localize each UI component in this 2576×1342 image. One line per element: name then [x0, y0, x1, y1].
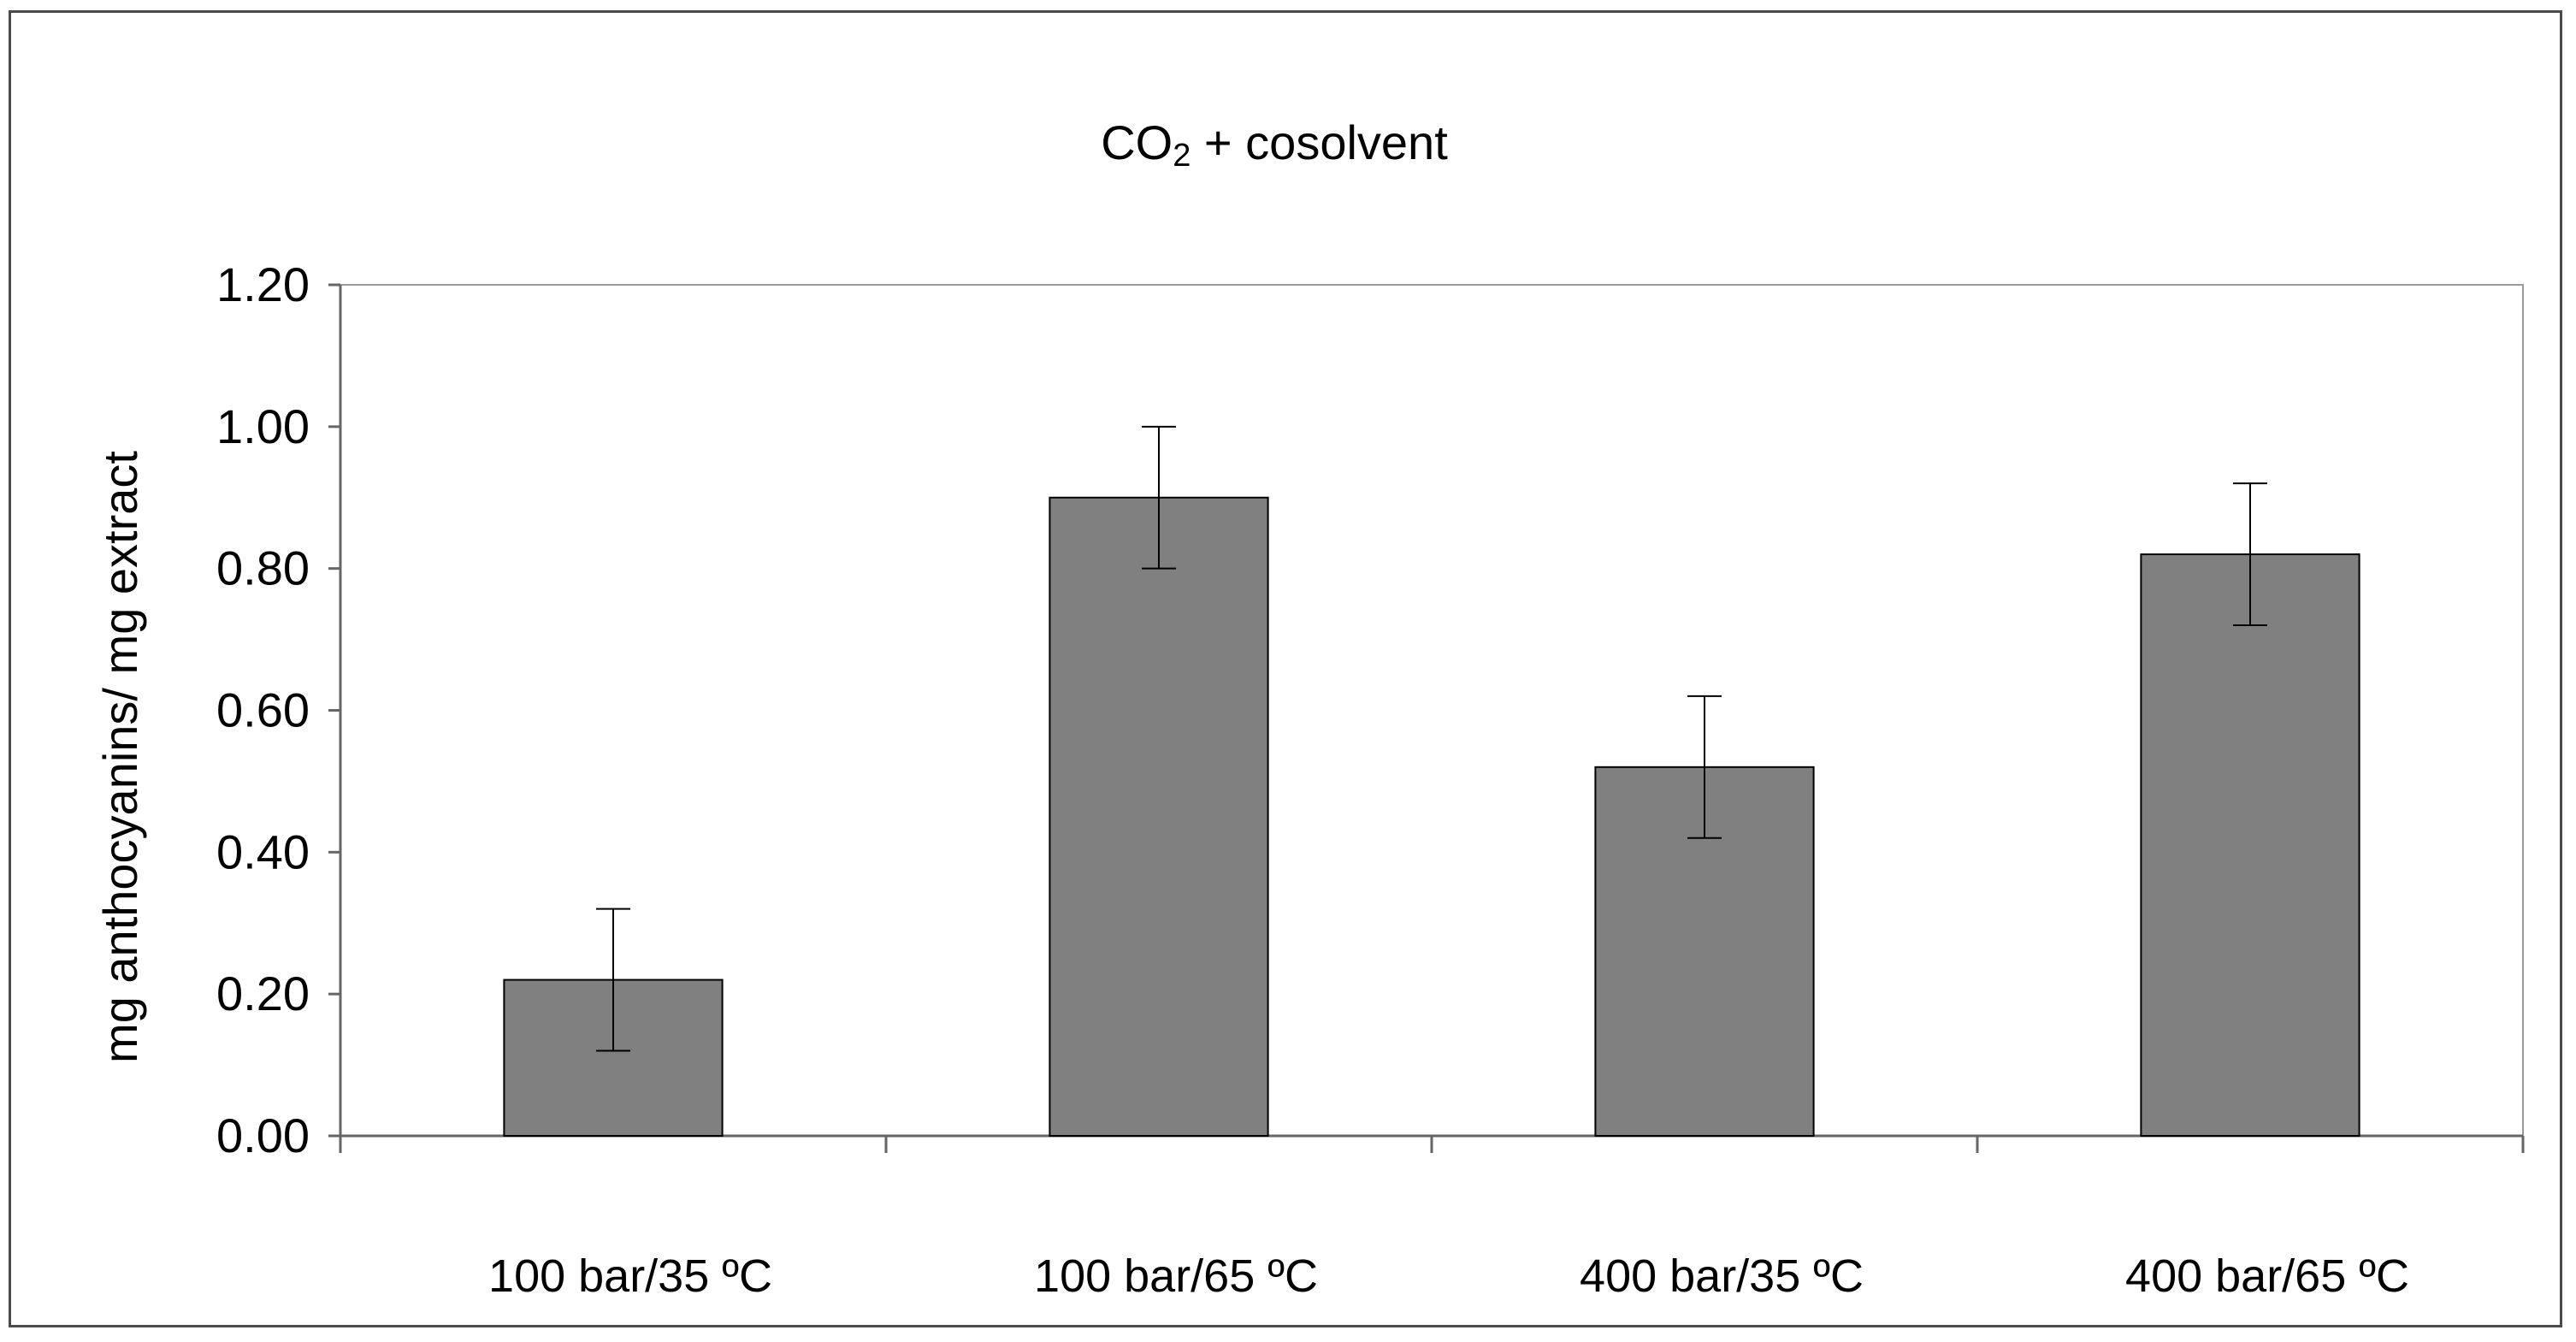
y-tick-label: 1.20	[216, 257, 310, 311]
y-tick-label: 0.60	[216, 683, 310, 737]
x-category-label: 400 bar/65 ºC	[2125, 1250, 2409, 1302]
svg-text:CO2 + cosolvent: CO2 + cosolvent	[1101, 115, 1448, 174]
x-category-label: 400 bar/35 ºC	[1580, 1250, 1864, 1302]
plot-area: 0.00 0.20 0.40 0.60 0.80 1.00 1.20 100 bar/35 º…	[216, 257, 2525, 1302]
chart-title: CO2 + cosolvent	[1101, 115, 1448, 174]
y-tick-label: 0.40	[216, 825, 310, 878]
y-tick-label: 1.00	[216, 399, 310, 453]
y-tick-label: 0.20	[216, 967, 310, 1020]
bar	[2140, 553, 2360, 1137]
y-tick-label: 0.00	[216, 1108, 310, 1162]
y-axis-label: mg anthocyanins/ mg extract	[93, 451, 147, 1063]
chart-title-rest: + cosolvent	[1191, 115, 1448, 169]
x-category-label: 100 bar/35 ºC	[488, 1250, 772, 1302]
y-tick-label: 0.80	[216, 541, 310, 595]
x-category-label: 100 bar/65 ºC	[1034, 1250, 1318, 1302]
chart-title-main: CO	[1101, 115, 1173, 169]
bar	[1049, 496, 1269, 1137]
chart-title-subscript: 2	[1173, 138, 1191, 174]
chart-frame	[9, 10, 2562, 1327]
